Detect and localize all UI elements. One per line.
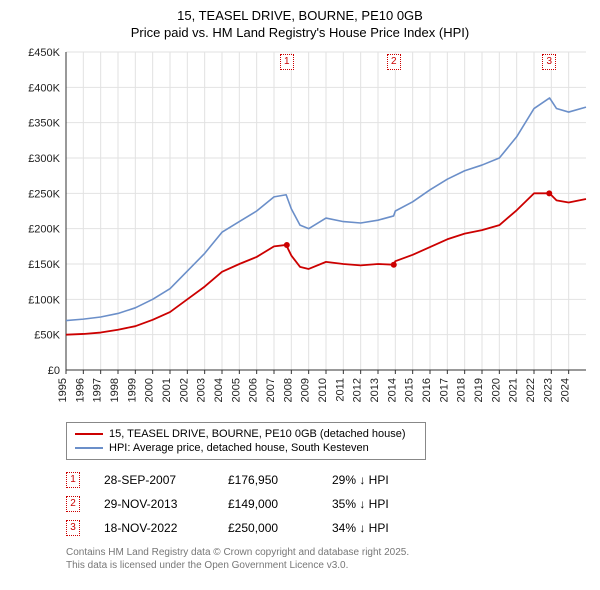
transaction-date: 28-SEP-2007 xyxy=(104,473,204,487)
svg-text:2005: 2005 xyxy=(230,378,242,402)
svg-text:£150K: £150K xyxy=(28,259,60,271)
legend-item-1: HPI: Average price, detached house, Sout… xyxy=(75,441,417,455)
footer-line1: Contains HM Land Registry data © Crown c… xyxy=(66,546,588,559)
svg-text:2011: 2011 xyxy=(334,378,346,402)
svg-text:£450K: £450K xyxy=(28,47,60,59)
legend-label: HPI: Average price, detached house, Sout… xyxy=(109,442,369,454)
svg-text:2000: 2000 xyxy=(144,378,156,402)
svg-text:£200K: £200K xyxy=(28,223,60,235)
legend-swatch xyxy=(75,447,103,449)
transaction-row: 1 28-SEP-2007 £176,950 29% ↓ HPI xyxy=(66,468,588,492)
legend-swatch xyxy=(75,433,103,435)
svg-text:2010: 2010 xyxy=(317,378,329,402)
svg-text:2004: 2004 xyxy=(213,378,225,402)
svg-text:£0: £0 xyxy=(48,365,60,377)
chart-marker-2: 2 xyxy=(387,54,401,70)
title-line1: 15, TEASEL DRIVE, BOURNE, PE10 0GB xyxy=(12,8,588,25)
svg-text:2023: 2023 xyxy=(542,378,554,402)
svg-text:2013: 2013 xyxy=(369,378,381,402)
svg-text:1997: 1997 xyxy=(92,378,104,402)
svg-text:2003: 2003 xyxy=(196,378,208,402)
chart-marker-3: 3 xyxy=(542,54,556,70)
svg-text:2019: 2019 xyxy=(473,378,485,402)
svg-text:£50K: £50K xyxy=(34,329,60,341)
svg-text:£250K: £250K xyxy=(28,188,60,200)
transaction-number: 3 xyxy=(66,520,80,536)
transaction-number: 2 xyxy=(66,496,80,512)
chart-marker-1: 1 xyxy=(280,54,294,70)
svg-text:2020: 2020 xyxy=(490,378,502,402)
legend: 15, TEASEL DRIVE, BOURNE, PE10 0GB (deta… xyxy=(66,422,426,460)
transaction-row: 3 18-NOV-2022 £250,000 34% ↓ HPI xyxy=(66,516,588,540)
svg-text:£400K: £400K xyxy=(28,82,60,94)
svg-text:1995: 1995 xyxy=(57,378,69,402)
footer-attribution: Contains HM Land Registry data © Crown c… xyxy=(66,546,588,572)
transaction-price: £149,000 xyxy=(228,497,308,511)
svg-text:2022: 2022 xyxy=(525,378,537,402)
svg-text:£100K: £100K xyxy=(28,294,60,306)
transaction-number: 1 xyxy=(66,472,80,488)
svg-text:2002: 2002 xyxy=(178,378,190,402)
svg-text:2021: 2021 xyxy=(508,378,520,402)
svg-text:1996: 1996 xyxy=(74,378,86,402)
svg-text:2009: 2009 xyxy=(300,378,312,402)
svg-text:2014: 2014 xyxy=(386,378,398,402)
svg-text:£300K: £300K xyxy=(28,153,60,165)
transaction-date: 29-NOV-2013 xyxy=(104,497,204,511)
transactions-table: 1 28-SEP-2007 £176,950 29% ↓ HPI 2 29-NOV-201… xyxy=(66,468,588,540)
line-chart: £0 £50K £100K £150K £200K £250K £300K £350K £400… xyxy=(12,46,588,416)
transaction-row: 2 29-NOV-2013 £149,000 35% ↓ HPI xyxy=(66,492,588,516)
svg-text:1998: 1998 xyxy=(109,378,121,402)
svg-text:2006: 2006 xyxy=(248,378,260,402)
legend-label: 15, TEASEL DRIVE, BOURNE, PE10 0GB (deta… xyxy=(109,428,406,440)
svg-text:2024: 2024 xyxy=(560,378,572,402)
svg-text:2018: 2018 xyxy=(456,378,468,402)
svg-text:1999: 1999 xyxy=(126,378,138,402)
svg-text:2008: 2008 xyxy=(282,378,294,402)
transaction-date: 18-NOV-2022 xyxy=(104,521,204,535)
footer-line2: This data is licensed under the Open Gov… xyxy=(66,559,588,572)
svg-text:2016: 2016 xyxy=(421,378,433,402)
chart-title: 15, TEASEL DRIVE, BOURNE, PE10 0GB Price… xyxy=(12,8,588,42)
svg-text:2001: 2001 xyxy=(161,378,173,402)
title-line2: Price paid vs. HM Land Registry's House … xyxy=(12,25,588,42)
transaction-diff: 35% ↓ HPI xyxy=(332,497,432,511)
svg-text:£350K: £350K xyxy=(28,117,60,129)
transaction-diff: 29% ↓ HPI xyxy=(332,473,432,487)
svg-text:2012: 2012 xyxy=(352,378,364,402)
svg-text:2017: 2017 xyxy=(438,378,450,402)
svg-text:2015: 2015 xyxy=(404,378,416,402)
transaction-price: £176,950 xyxy=(228,473,308,487)
legend-item-0: 15, TEASEL DRIVE, BOURNE, PE10 0GB (deta… xyxy=(75,427,417,441)
transaction-price: £250,000 xyxy=(228,521,308,535)
transaction-diff: 34% ↓ HPI xyxy=(332,521,432,535)
svg-text:2007: 2007 xyxy=(265,378,277,402)
chart-area: £0 £50K £100K £150K £200K £250K £300K £350K £400… xyxy=(12,46,588,416)
